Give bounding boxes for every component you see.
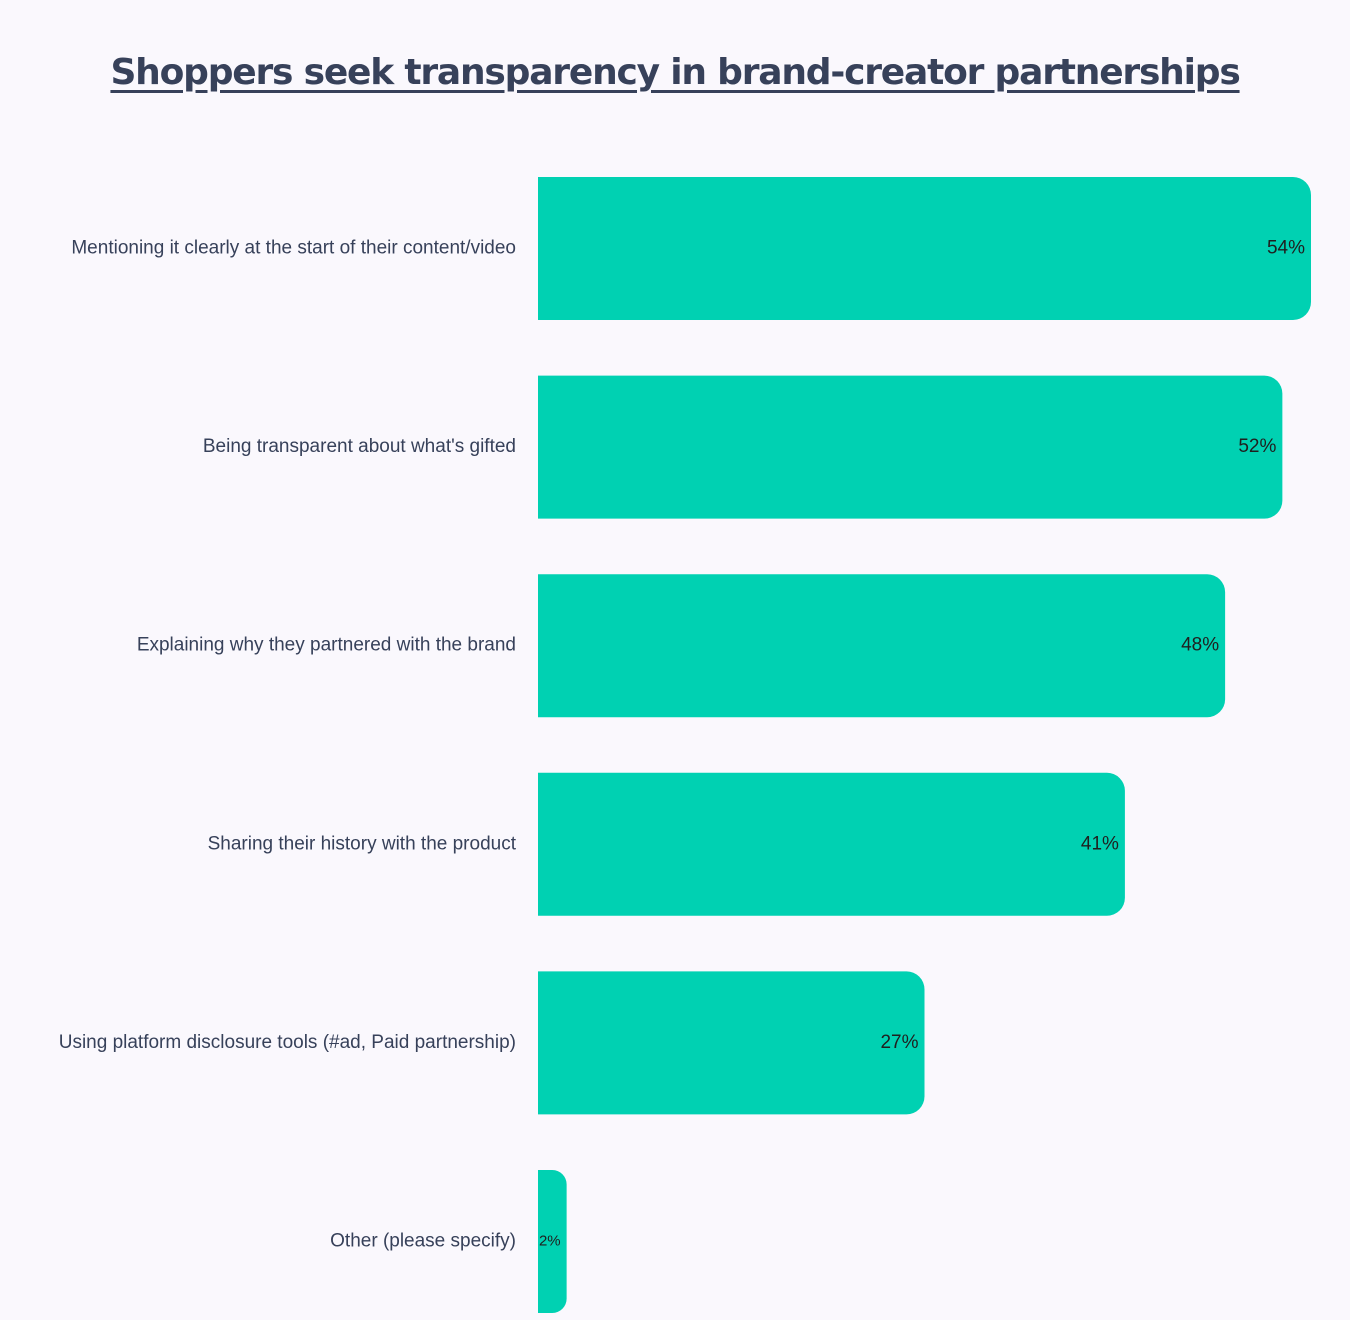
category-label: Being transparent about what's gifted [203, 436, 516, 457]
category-label: Mentioning it clearly at the start of th… [71, 238, 516, 259]
value-label: 48% [1181, 635, 1219, 656]
value-label: 2% [539, 1232, 561, 1249]
bar [538, 971, 925, 1115]
bar [538, 574, 1226, 718]
bar-group: Mentioning it clearly at the start of th… [71, 177, 1311, 320]
chart-title: Shoppers seek transparency in brand-crea… [110, 52, 1240, 93]
bar-group: Sharing their history with the product 41… [208, 772, 1125, 916]
value-label: 54% [1267, 238, 1305, 259]
bar [538, 375, 1283, 519]
value-label: 27% [880, 1032, 918, 1053]
bar [538, 772, 1125, 916]
value-label: 52% [1238, 436, 1276, 457]
category-label: Using platform disclosure tools (#ad, Pa… [59, 1032, 516, 1053]
category-label: Sharing their history with the product [208, 833, 517, 854]
value-label: 41% [1081, 833, 1119, 854]
bar-group: Explaining why they partnered with the b… [137, 574, 1226, 718]
bar-group: Being transparent about what's gifted 52% [203, 375, 1283, 519]
bar-group: Using platform disclosure tools (#ad, Pa… [59, 971, 925, 1115]
category-label: Explaining why they partnered with the b… [137, 635, 516, 656]
bar [538, 1170, 567, 1313]
bar [538, 177, 1311, 320]
category-label: Other (please specify) [330, 1231, 516, 1252]
bar-group: Other (please specify) 2% [330, 1170, 567, 1313]
